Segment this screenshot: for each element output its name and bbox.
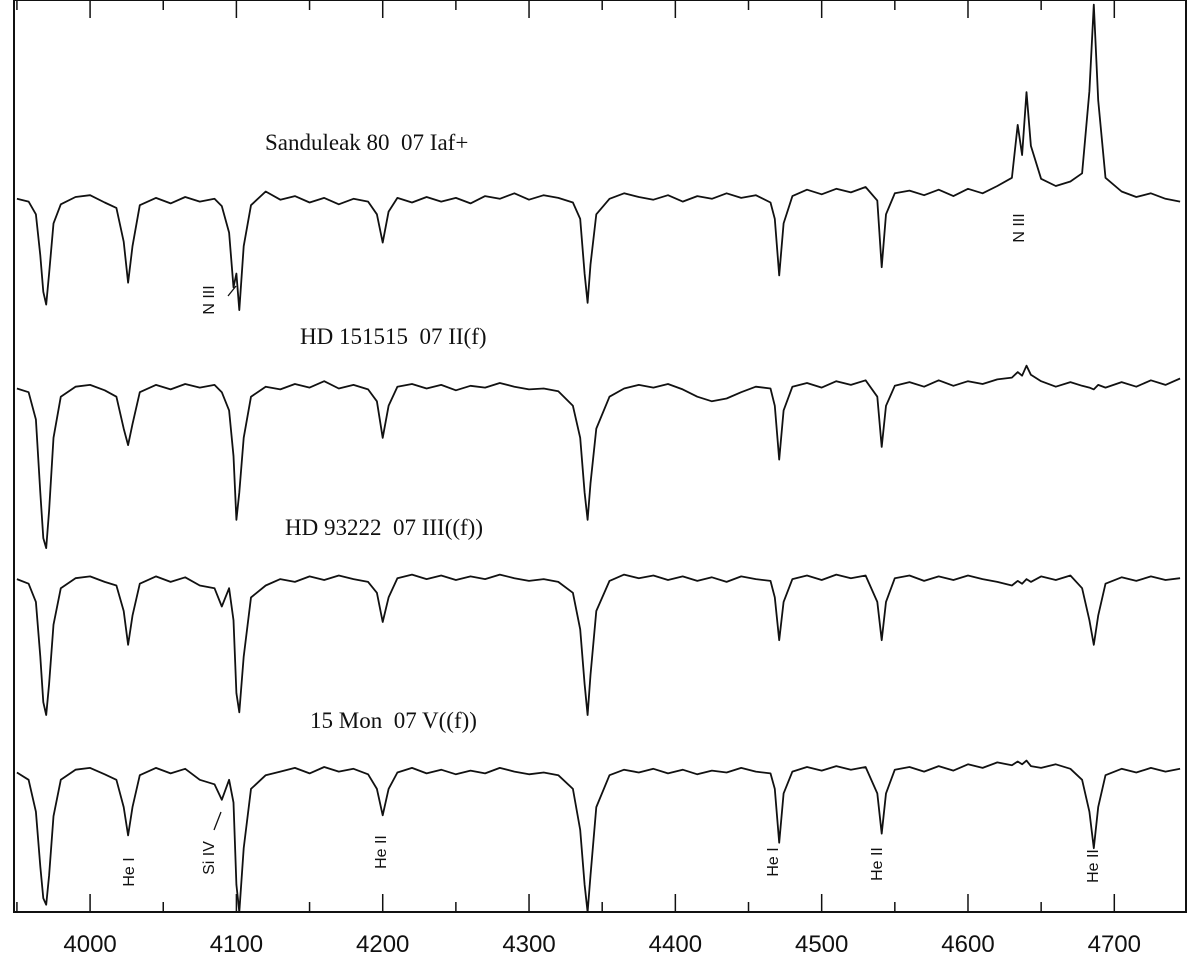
spectrum-line: [16, 3, 1181, 311]
spectrum-line: [16, 759, 1181, 913]
plot-frame: [13, 0, 1187, 913]
x-tick-label: 4600: [941, 931, 994, 958]
line-annotation: He II: [1085, 849, 1102, 883]
line-annotation: Si IV: [201, 841, 218, 875]
series-label: HD 151515 07 II(f): [300, 324, 487, 349]
x-tick-label: 4700: [1088, 931, 1141, 958]
leader-line: [213, 811, 222, 831]
x-tick-label: 4100: [210, 931, 263, 958]
line-annotation: N III: [201, 285, 218, 314]
line-annotation: He II: [869, 847, 886, 881]
x-tick-label: 4000: [63, 931, 116, 958]
series-label: HD 93222 07 III((f)): [285, 515, 483, 540]
x-tick-label: 4300: [502, 931, 555, 958]
series-label: Sanduleak 80 07 Iaf+: [265, 130, 468, 155]
line-annotation: He I: [121, 857, 138, 886]
line-annotation: He II: [373, 835, 390, 869]
x-tick-label: 4200: [356, 931, 409, 958]
spectrum-line: [16, 573, 1181, 716]
line-annotation: N III: [1011, 213, 1028, 242]
spectrum-line: [16, 364, 1181, 549]
leader-line: [227, 285, 237, 297]
x-tick-label: 4400: [649, 931, 702, 958]
line-annotation: He I: [765, 847, 782, 876]
x-tick-label: 4500: [795, 931, 848, 958]
series-label: 15 Mon 07 V((f)): [310, 708, 477, 733]
